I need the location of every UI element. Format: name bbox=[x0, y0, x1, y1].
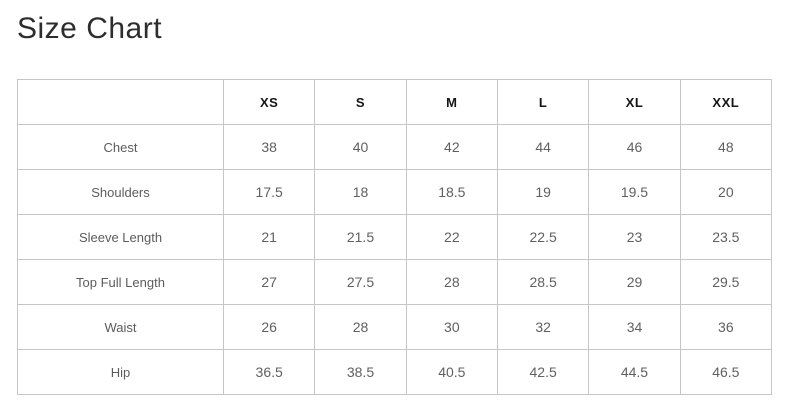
table-cell: 23 bbox=[588, 214, 681, 260]
table-cell: 21.5 bbox=[314, 214, 407, 260]
table-cell: 19.5 bbox=[588, 169, 681, 215]
row-label-top-full-length: Top Full Length bbox=[17, 259, 224, 305]
header-cell-xl: XL bbox=[588, 79, 681, 125]
table-row-waist: Waist 26 28 30 32 34 36 bbox=[17, 304, 773, 350]
table-cell: 44 bbox=[496, 124, 590, 170]
table-cell: 46.5 bbox=[679, 349, 773, 395]
table-cell: 30 bbox=[405, 304, 498, 350]
header-cell-xs: XS bbox=[222, 79, 316, 125]
row-label-waist: Waist bbox=[17, 304, 224, 350]
table-cell: 46 bbox=[588, 124, 681, 170]
table-cell: 36 bbox=[679, 304, 773, 350]
table-row-chest: Chest 38 40 42 44 46 48 bbox=[17, 124, 773, 170]
table-cell: 26 bbox=[222, 304, 316, 350]
header-cell-m: M bbox=[405, 79, 498, 125]
row-label-chest: Chest bbox=[17, 124, 224, 170]
table-cell: 19 bbox=[496, 169, 590, 215]
table-cell: 18.5 bbox=[405, 169, 498, 215]
table-cell: 28 bbox=[314, 304, 407, 350]
table-cell: 48 bbox=[679, 124, 773, 170]
table-cell: 22.5 bbox=[496, 214, 590, 260]
table-cell: 28 bbox=[405, 259, 498, 305]
table-cell: 42.5 bbox=[496, 349, 590, 395]
table-cell: 38.5 bbox=[314, 349, 407, 395]
table-cell: 28.5 bbox=[496, 259, 590, 305]
table-cell: 18 bbox=[314, 169, 407, 215]
page-title: Size Chart bbox=[17, 12, 163, 45]
table-cell: 34 bbox=[588, 304, 681, 350]
header-row: XS S M L XL XXL bbox=[17, 79, 773, 125]
row-label-sleeve-length: Sleeve Length bbox=[17, 214, 224, 260]
table-row-sleeve-length: Sleeve Length 21 21.5 22 22.5 23 23.5 bbox=[17, 214, 773, 260]
table-row-top-full-length: Top Full Length 27 27.5 28 28.5 29 29.5 bbox=[17, 259, 773, 305]
table-cell: 40.5 bbox=[405, 349, 498, 395]
table-cell: 42 bbox=[405, 124, 498, 170]
table-row-hip: Hip 36.5 38.5 40.5 42.5 44.5 46.5 bbox=[17, 349, 773, 395]
table-cell: 17.5 bbox=[222, 169, 316, 215]
table-cell: 40 bbox=[314, 124, 407, 170]
table-cell: 21 bbox=[222, 214, 316, 260]
row-label-shoulders: Shoulders bbox=[17, 169, 224, 215]
table-cell: 22 bbox=[405, 214, 498, 260]
table-cell: 27.5 bbox=[314, 259, 407, 305]
table-row-shoulders: Shoulders 17.5 18 18.5 19 19.5 20 bbox=[17, 169, 773, 215]
table-cell: 32 bbox=[496, 304, 590, 350]
table-cell: 44.5 bbox=[588, 349, 681, 395]
table-cell: 38 bbox=[222, 124, 316, 170]
table-cell: 27 bbox=[222, 259, 316, 305]
header-cell-s: S bbox=[314, 79, 407, 125]
table-cell: 36.5 bbox=[222, 349, 316, 395]
table-cell: 29 bbox=[588, 259, 681, 305]
header-cell-blank bbox=[17, 79, 224, 125]
row-label-hip: Hip bbox=[17, 349, 224, 395]
table-cell: 23.5 bbox=[679, 214, 773, 260]
header-cell-xxl: XXL bbox=[679, 79, 773, 125]
table-cell: 20 bbox=[679, 169, 773, 215]
size-chart-table: XS S M L XL XXL Chest 38 40 42 44 46 48 … bbox=[17, 79, 773, 395]
table-cell: 29.5 bbox=[679, 259, 773, 305]
header-cell-l: L bbox=[496, 79, 590, 125]
